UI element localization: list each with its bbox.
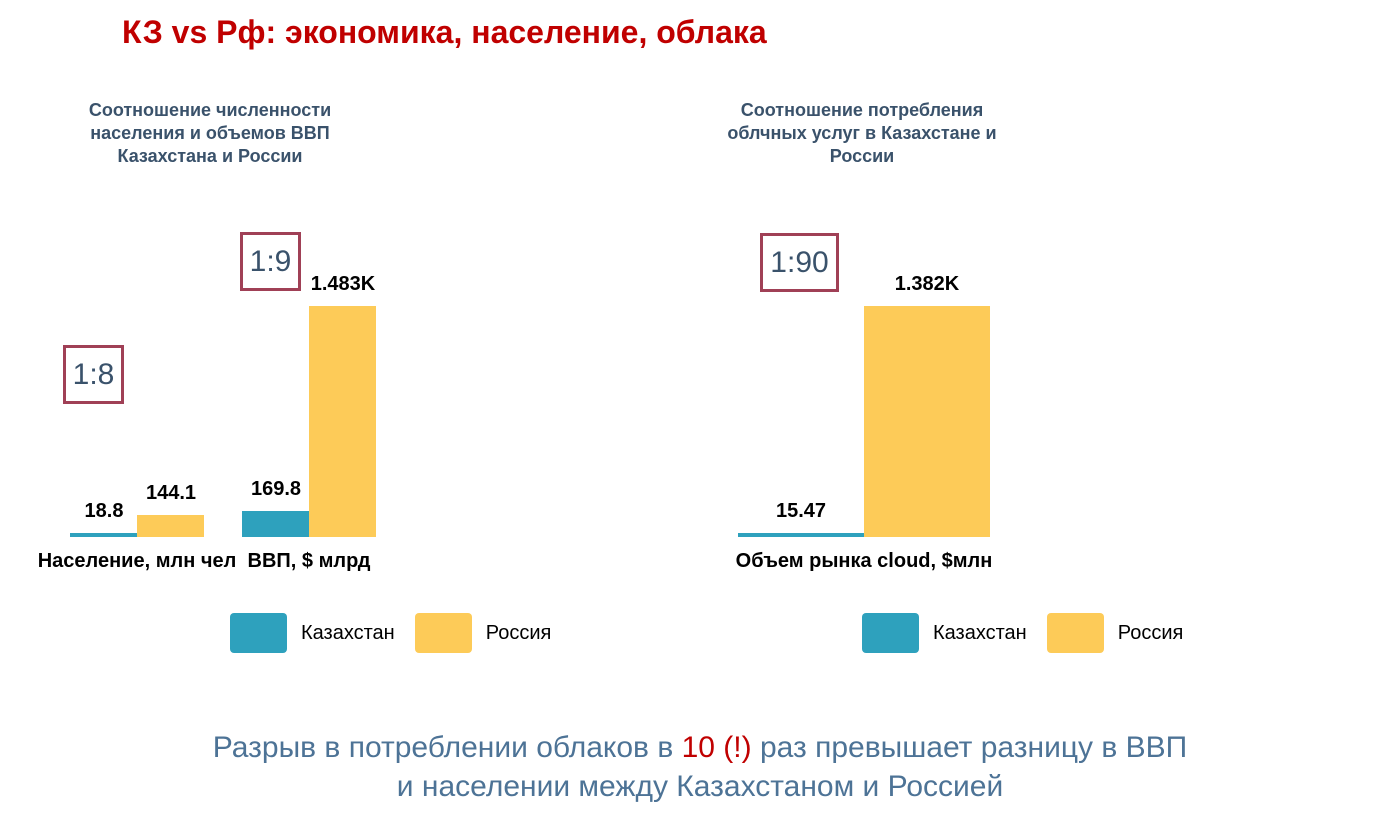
bar-kazakhstan-chart2-group1: [738, 533, 864, 537]
bar-value-label: 1.382K: [894, 273, 960, 295]
bar-value-label: 15.47: [775, 500, 827, 522]
conclusion-text: Разрыв в потреблении облаков в 10 (!) ра…: [0, 728, 1400, 806]
legend-right: Казахстан Россия: [862, 613, 1183, 653]
legend-left: Казахстан Россия: [230, 613, 551, 653]
category-label: ВВП, $ млрд: [247, 550, 371, 572]
bar-value-label: 144.1: [145, 482, 197, 504]
bar-value-label: 169.8: [250, 478, 302, 500]
chart-title-population-gdp: Соотношение численности населения и объе…: [88, 100, 332, 166]
bar-russia-chart2-group1: [864, 306, 990, 537]
category-label: Население, млн чел: [37, 550, 237, 572]
legend-swatch-kazakhstan: [862, 613, 919, 653]
bar-kazakhstan-chart1-group2: [242, 511, 309, 537]
conclusion-line2: и населении между Казахстаном и Россией: [396, 770, 1004, 803]
legend-swatch-russia: [414, 613, 472, 653]
ratio-box-cloud: 1:90: [760, 233, 839, 292]
bar-russia-chart1-group2: [309, 306, 376, 537]
bar-value-label: 18.8: [84, 500, 124, 522]
ratio-box-population: 1:8: [63, 345, 124, 404]
legend-swatch-russia: [1046, 613, 1104, 653]
ratio-box-gdp: 1:9: [240, 232, 301, 291]
conclusion-highlight: 10 (!): [681, 731, 752, 764]
bar-russia-chart1-group1: [137, 515, 204, 537]
slide-title: КЗ vs Рф: экономика, население, облака: [122, 14, 767, 50]
bar-value-label: 1.483K: [310, 273, 376, 295]
conclusion-line1-after: раз превышает разницу в ВВП: [751, 731, 1188, 764]
legend-label-russia: Россия: [485, 622, 552, 644]
chart-title-cloud: Соотношение потребления облчных услуг в …: [727, 100, 997, 166]
legend-label-kazakhstan: Казахстан: [301, 622, 395, 644]
bar-kazakhstan-chart1-group1: [70, 533, 137, 537]
legend-label-russia: Россия: [1117, 622, 1184, 644]
legend-swatch-kazakhstan: [230, 613, 287, 653]
category-label: Объем рынка cloud, $млн: [735, 550, 993, 572]
conclusion-line1-before: Разрыв в потреблении облаков в: [212, 731, 682, 764]
legend-label-kazakhstan: Казахстан: [933, 622, 1027, 644]
